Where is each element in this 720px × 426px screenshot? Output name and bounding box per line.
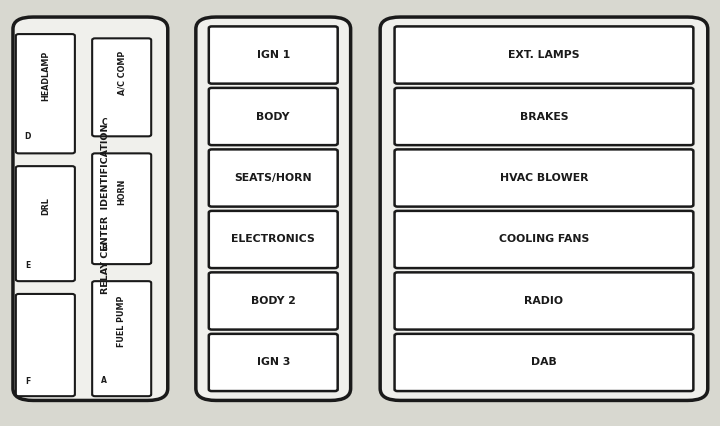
- FancyBboxPatch shape: [380, 17, 708, 400]
- Text: EXT. LAMPS: EXT. LAMPS: [508, 50, 580, 60]
- FancyBboxPatch shape: [395, 150, 693, 207]
- Text: C: C: [101, 118, 107, 127]
- FancyBboxPatch shape: [92, 281, 151, 396]
- Text: HEADLAMP: HEADLAMP: [41, 51, 50, 101]
- Text: SEATS/HORN: SEATS/HORN: [235, 173, 312, 183]
- FancyBboxPatch shape: [92, 153, 151, 264]
- FancyBboxPatch shape: [196, 17, 351, 400]
- Text: COOLING FANS: COOLING FANS: [499, 234, 589, 245]
- Text: D: D: [24, 132, 31, 141]
- FancyBboxPatch shape: [209, 334, 338, 391]
- Text: IGN 3: IGN 3: [256, 357, 290, 368]
- FancyBboxPatch shape: [209, 150, 338, 207]
- Text: BODY: BODY: [256, 112, 290, 121]
- FancyBboxPatch shape: [209, 26, 338, 83]
- Text: A: A: [101, 376, 107, 385]
- FancyBboxPatch shape: [395, 272, 693, 330]
- Text: DRL: DRL: [41, 198, 50, 215]
- FancyBboxPatch shape: [209, 211, 338, 268]
- Text: BRAKES: BRAKES: [520, 112, 568, 121]
- Text: B: B: [101, 244, 107, 253]
- Text: BODY 2: BODY 2: [251, 296, 296, 306]
- Text: F: F: [25, 377, 30, 386]
- FancyBboxPatch shape: [395, 211, 693, 268]
- Text: ELECTRONICS: ELECTRONICS: [231, 234, 315, 245]
- Text: DAB: DAB: [531, 357, 557, 368]
- Text: FUEL PUMP: FUEL PUMP: [117, 296, 126, 347]
- FancyBboxPatch shape: [395, 26, 693, 83]
- FancyBboxPatch shape: [16, 294, 75, 396]
- FancyBboxPatch shape: [395, 88, 693, 145]
- FancyBboxPatch shape: [16, 34, 75, 153]
- FancyBboxPatch shape: [395, 334, 693, 391]
- FancyBboxPatch shape: [92, 38, 151, 136]
- Text: HORN: HORN: [117, 179, 126, 205]
- FancyBboxPatch shape: [209, 88, 338, 145]
- Text: A/C COMP: A/C COMP: [117, 51, 126, 95]
- FancyBboxPatch shape: [209, 272, 338, 330]
- FancyBboxPatch shape: [13, 17, 168, 400]
- Text: HVAC BLOWER: HVAC BLOWER: [500, 173, 588, 183]
- Text: E: E: [25, 261, 30, 270]
- Text: RELAY CENTER  IDENTIFICATION: RELAY CENTER IDENTIFICATION: [102, 124, 110, 294]
- Text: IGN 1: IGN 1: [256, 50, 290, 60]
- Text: RADIO: RADIO: [524, 296, 564, 306]
- FancyBboxPatch shape: [16, 166, 75, 281]
